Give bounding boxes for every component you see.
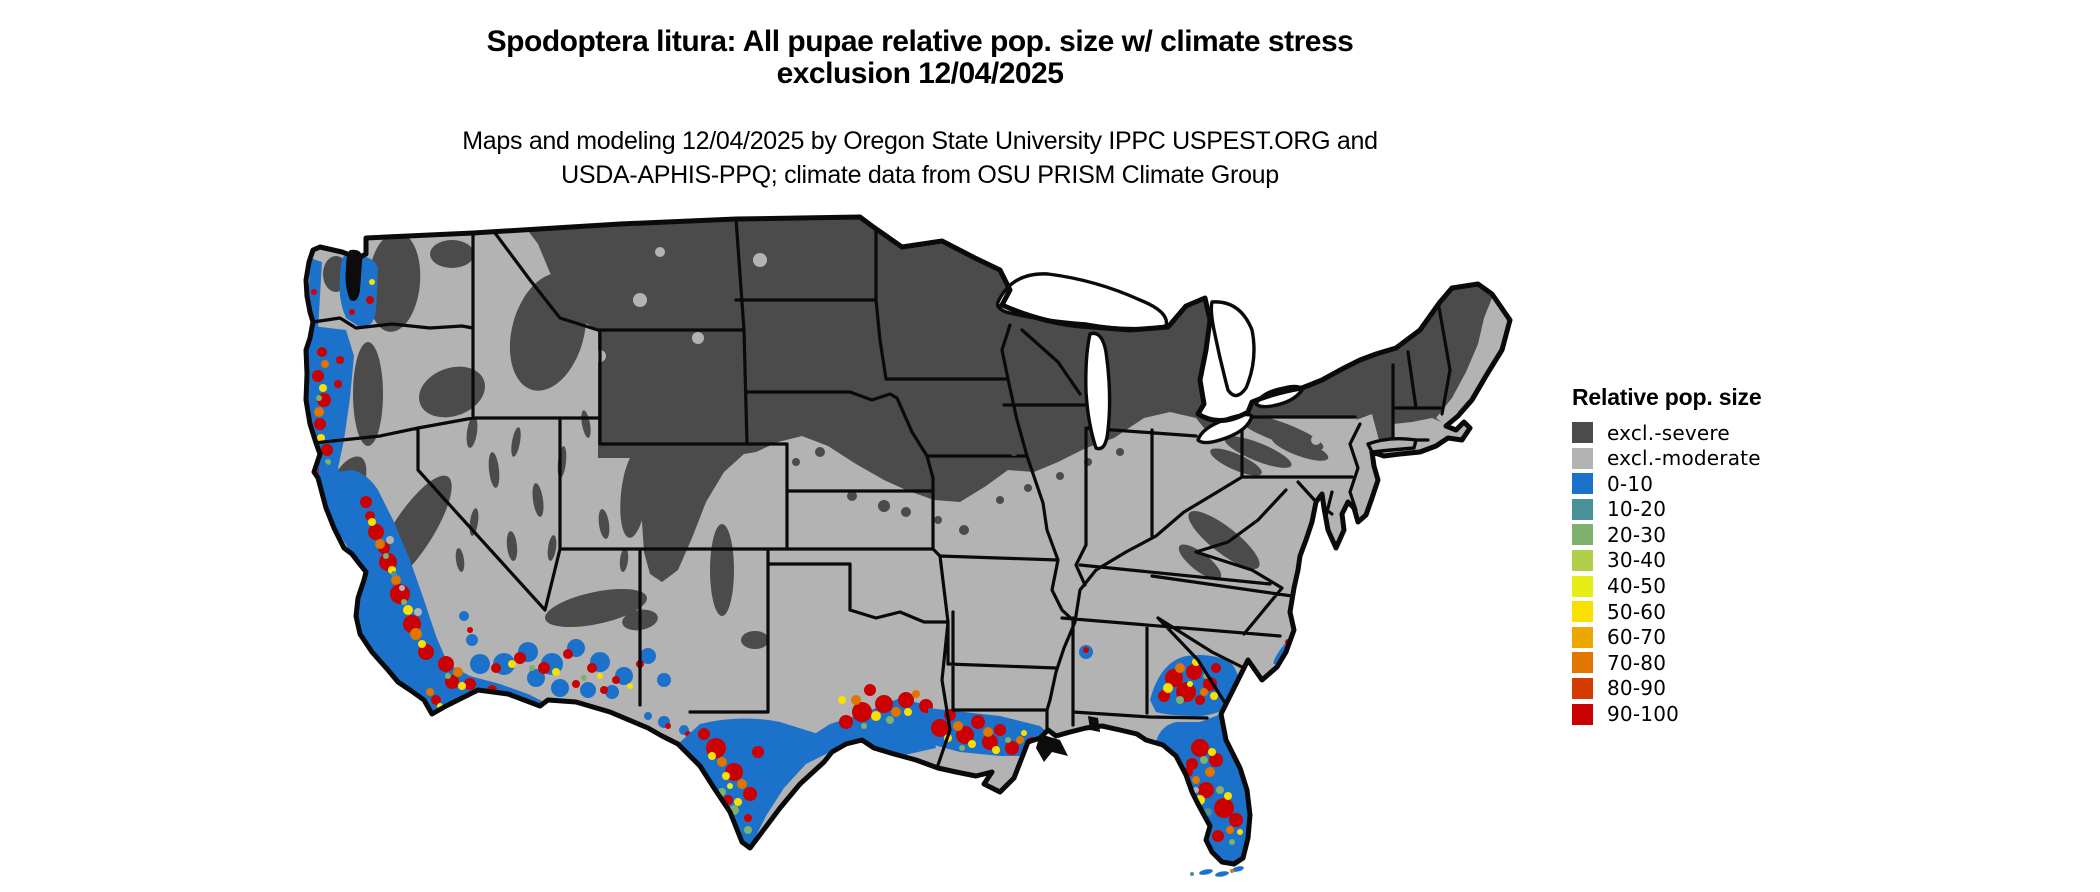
legend-item: 10-20 — [1572, 497, 1761, 522]
subtitle-line1: Maps and modeling 12/04/2025 by Oregon S… — [462, 127, 1378, 155]
map-texture-speckles — [832, 428, 1048, 490]
long-island — [1366, 436, 1418, 454]
mississippi-delta — [1036, 734, 1068, 762]
legend-item: 0-10 — [1572, 471, 1761, 496]
legend-item-label: 60-70 — [1607, 625, 1667, 650]
legend-item-label: 10-20 — [1607, 497, 1667, 522]
us-outline — [303, 214, 1513, 867]
legend: Relative pop. size excl.-severe excl.-mo… — [1572, 384, 1762, 729]
legend-item: excl.-severe — [1572, 420, 1761, 445]
page-title-line1: Spodoptera litura: All pupae relative po… — [486, 25, 1354, 58]
legend-item-label: 20-30 — [1607, 522, 1667, 547]
subtitle-block: Maps and modeling 12/04/2025 by Oregon S… — [0, 124, 1840, 192]
legend-swatch — [1572, 473, 1593, 495]
legend-item-label: 30-40 — [1607, 548, 1667, 573]
subtitle-line2: USDA-APHIS-PPQ; climate data from OSU PR… — [561, 161, 1279, 189]
legend-item-label: 0-10 — [1607, 471, 1654, 496]
legend-swatch — [1572, 677, 1593, 699]
legend-item-label: 40-50 — [1607, 574, 1667, 599]
legend-item: 20-30 — [1572, 522, 1761, 547]
legend-swatch — [1572, 524, 1593, 546]
legend-swatch — [1572, 703, 1593, 725]
legend-item: 70-80 — [1572, 650, 1761, 675]
legend-item: 80-90 — [1572, 676, 1761, 701]
lake-erie — [1196, 412, 1254, 445]
page-title-line2: exclusion 12/04/2025 — [776, 57, 1064, 90]
legend-swatch — [1572, 498, 1593, 520]
legend-item: 60-70 — [1572, 625, 1761, 650]
legend-swatch — [1572, 422, 1593, 443]
legend-item-label: excl.-severe — [1607, 420, 1730, 445]
legend-item-label: 50-60 — [1607, 599, 1667, 624]
lake-huron — [1209, 300, 1256, 398]
lake-michigan — [1084, 331, 1112, 451]
legend-item-label: 80-90 — [1607, 676, 1667, 701]
water-details — [345, 249, 1418, 762]
legend-item-label: 90-100 — [1607, 702, 1680, 727]
legend-item: 30-40 — [1572, 548, 1761, 573]
legend-title: Relative pop. size — [1572, 384, 1762, 410]
legend-swatch — [1572, 575, 1593, 597]
legend-item-label: excl.-moderate — [1607, 446, 1761, 471]
legend-swatch — [1572, 601, 1593, 623]
great-lakes — [995, 272, 1304, 451]
mobile-bay — [1088, 716, 1100, 732]
legend-item: 90-100 — [1572, 702, 1761, 727]
legend-swatch — [1572, 626, 1593, 648]
legend-item-label: 70-80 — [1607, 650, 1667, 675]
legend-item: 50-60 — [1572, 599, 1761, 624]
legend-item: excl.-moderate — [1572, 446, 1761, 471]
legend-swatch — [1572, 447, 1593, 469]
puget-sound — [345, 249, 363, 301]
legend-item: 40-50 — [1572, 574, 1761, 599]
legend-swatch — [1572, 549, 1593, 571]
legend-items: excl.-severe excl.-moderate 0-10 10-20 2… — [1572, 420, 1761, 727]
legend-swatch — [1572, 652, 1593, 674]
title-block: Spodoptera litura: All pupae relative po… — [0, 26, 1840, 90]
florida-keys — [1190, 866, 1244, 877]
